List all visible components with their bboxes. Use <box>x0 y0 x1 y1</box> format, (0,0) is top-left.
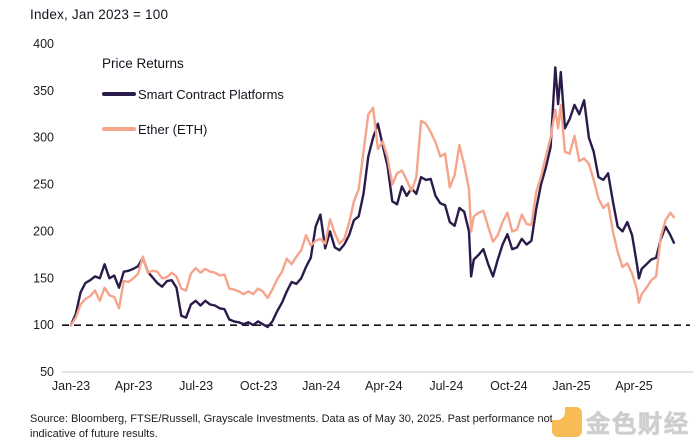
x-tick-label: Jul-24 <box>429 379 463 393</box>
x-tick-label: Jul-23 <box>179 379 213 393</box>
legend-label-eth: Ether (ETH) <box>138 121 208 137</box>
source-line-2: indicative of future results. <box>30 428 158 440</box>
x-tick-label: Apr-25 <box>615 379 653 393</box>
x-tick-label: Apr-23 <box>115 379 153 393</box>
legend-label-scp: Smart Contract Platforms <box>138 86 284 102</box>
y-tick-label: 300 <box>33 131 54 145</box>
legend-item-smart-contract-platforms: Smart Contract Platforms <box>102 86 284 102</box>
eth-series-line <box>69 103 676 327</box>
y-tick-label: 350 <box>33 84 54 98</box>
jinse-logo-icon <box>552 406 582 437</box>
source-note: Source: Bloomberg, FTSE/Russell, Graysca… <box>30 412 553 442</box>
chart-legend: Price Returns Smart Contract Platforms E… <box>102 56 284 157</box>
legend-title: Price Returns <box>102 56 184 71</box>
x-tick-label: Jan-23 <box>52 379 90 393</box>
watermark-text: 金色财经 <box>586 411 690 439</box>
chart-title: Index, Jan 2023 = 100 <box>30 7 169 22</box>
eth-line-swatch <box>102 127 136 131</box>
x-tick-label: Jan-25 <box>552 379 590 393</box>
scp-line-swatch <box>102 92 136 96</box>
y-tick-label: 100 <box>33 318 54 332</box>
x-tick-label: Jan-24 <box>302 379 340 393</box>
legend-item-ether: Ether (ETH) <box>102 121 284 137</box>
y-tick-label: 400 <box>33 37 54 51</box>
y-tick-label: 50 <box>40 365 54 379</box>
y-tick-label: 200 <box>33 224 54 238</box>
source-line-1: Source: Bloomberg, FTSE/Russell, Graysca… <box>30 413 553 425</box>
x-tick-label: Oct-24 <box>490 379 528 393</box>
y-tick-label: 150 <box>33 271 54 285</box>
scp-series-line <box>69 66 676 329</box>
y-tick-label: 250 <box>33 178 54 192</box>
x-tick-label: Apr-24 <box>365 379 403 393</box>
x-tick-label: Oct-23 <box>240 379 278 393</box>
watermark: 金色财经 <box>552 404 690 439</box>
